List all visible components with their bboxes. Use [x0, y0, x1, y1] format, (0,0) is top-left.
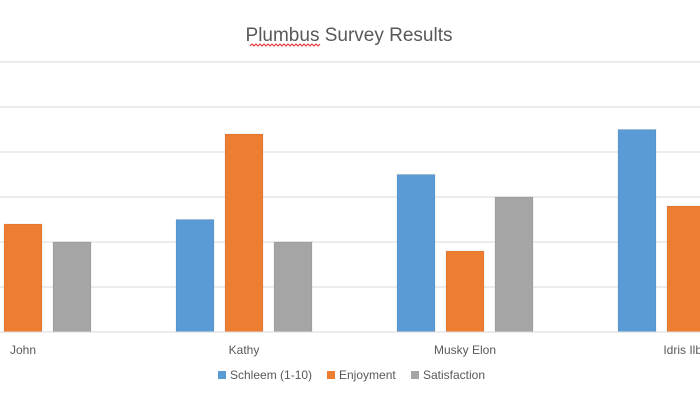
x-tick-label: Musky Elon: [434, 343, 496, 357]
legend-label: Satisfaction: [423, 368, 485, 382]
bar: [617, 129, 657, 333]
legend-label: Enjoyment: [339, 368, 396, 382]
x-tick-label: Kathy: [229, 343, 260, 357]
legend-swatch: [411, 371, 419, 379]
gridlines: [0, 61, 700, 288]
spellcheck-underline: [249, 43, 321, 47]
bar: [52, 241, 92, 333]
bar: [396, 174, 436, 333]
bar: [666, 205, 700, 333]
bar: [494, 196, 534, 333]
legend: Schleem (1-10) Enjoyment Satisfaction: [218, 368, 485, 382]
x-tick-labels: John Kathy Musky Elon Idris Ilba: [10, 343, 700, 357]
bar: [224, 133, 264, 333]
bar: [3, 223, 43, 333]
chart-title: Plumbus Survey Results: [246, 25, 453, 46]
bar: [445, 250, 485, 333]
legend-swatch: [327, 371, 335, 379]
x-tick-label: John: [10, 343, 36, 357]
legend-swatch: [218, 371, 226, 379]
bars: [3, 129, 700, 333]
bar: [273, 241, 313, 333]
legend-label: Schleem (1-10): [230, 368, 312, 382]
bar: [175, 219, 215, 333]
x-tick-label: Idris Ilba: [663, 343, 700, 357]
